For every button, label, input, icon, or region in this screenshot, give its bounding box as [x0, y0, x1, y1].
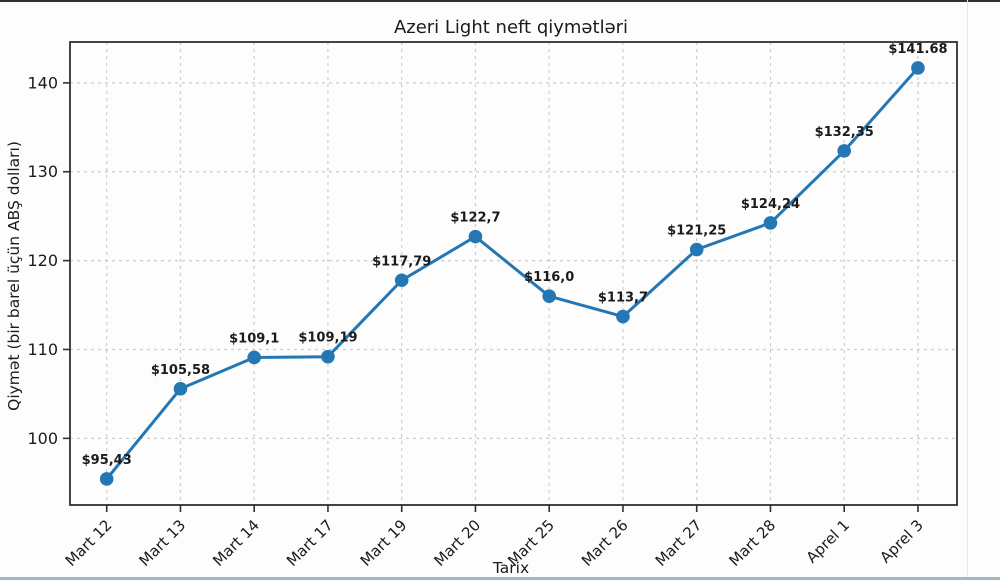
y-tick-label: 130 [27, 162, 58, 181]
x-tick-label: Aprel 1 [803, 516, 853, 566]
price-line [105, 66, 920, 481]
data-point-label: $132,35 [815, 125, 874, 140]
data-point-label: $109,1 [229, 331, 279, 346]
data-point-label: $116,0 [524, 270, 574, 285]
data-point-marker [173, 381, 188, 396]
x-tick-label: Mart 19 [357, 516, 411, 570]
y-tick-label: 110 [27, 340, 58, 359]
data-point-label: $117,79 [372, 254, 431, 269]
right-edge-line [967, 0, 968, 580]
data-point-label: $113,7 [598, 291, 648, 306]
data-point-marker [542, 289, 556, 303]
data-point-marker [468, 229, 483, 244]
x-tick-label: Aprel 3 [876, 516, 926, 566]
data-point-label: $105,58 [151, 363, 210, 378]
x-tick-label: Mart 27 [652, 516, 706, 570]
data-point-label: $122,7 [450, 211, 500, 226]
data-point-marker [99, 472, 114, 486]
x-tick-label: Mart 12 [62, 516, 116, 570]
x-tick-label: Mart 17 [283, 516, 337, 570]
x-axis-label: Tarix [492, 559, 529, 577]
data-point-marker [837, 144, 851, 158]
y-axis-label: Qiymət (bir barel üçün ABŞ dolları) [5, 141, 23, 411]
data-point-marker [763, 216, 778, 230]
x-tick-label: Mart 20 [431, 516, 485, 570]
data-point-marker [247, 350, 261, 365]
x-tick-label: Mart 14 [209, 516, 263, 570]
data-point-marker [616, 309, 630, 324]
y-tick-label: 140 [27, 73, 58, 92]
plot-frame [69, 41, 958, 506]
data-point-label: $109,19 [298, 331, 357, 346]
data-point-label: $121,25 [667, 224, 726, 239]
y-tick-label: 120 [27, 251, 58, 270]
data-point-label: $95,43 [82, 453, 132, 468]
data-point-marker [321, 349, 335, 364]
top-edge-line [0, 0, 1000, 2]
data-point-marker [911, 61, 925, 75]
x-tick-label: Mart 26 [578, 516, 632, 570]
data-point-label: $124,24 [741, 197, 800, 212]
data-point-marker [394, 273, 409, 288]
y-tick-label: 100 [27, 429, 58, 448]
data-point-label: $141.68 [888, 42, 947, 57]
data-point-marker [689, 242, 704, 257]
chart-plot-area: 100 110 120 130 140 Mart 12 Mart 13 Mart 14 Mart… [27, 41, 958, 570]
chart-title: Azeri Light neft qiymətləri [394, 17, 628, 38]
x-tick-label: Mart 28 [726, 516, 780, 570]
bottom-edge-line [0, 577, 1000, 580]
x-tick-label: Mart 13 [136, 516, 190, 570]
